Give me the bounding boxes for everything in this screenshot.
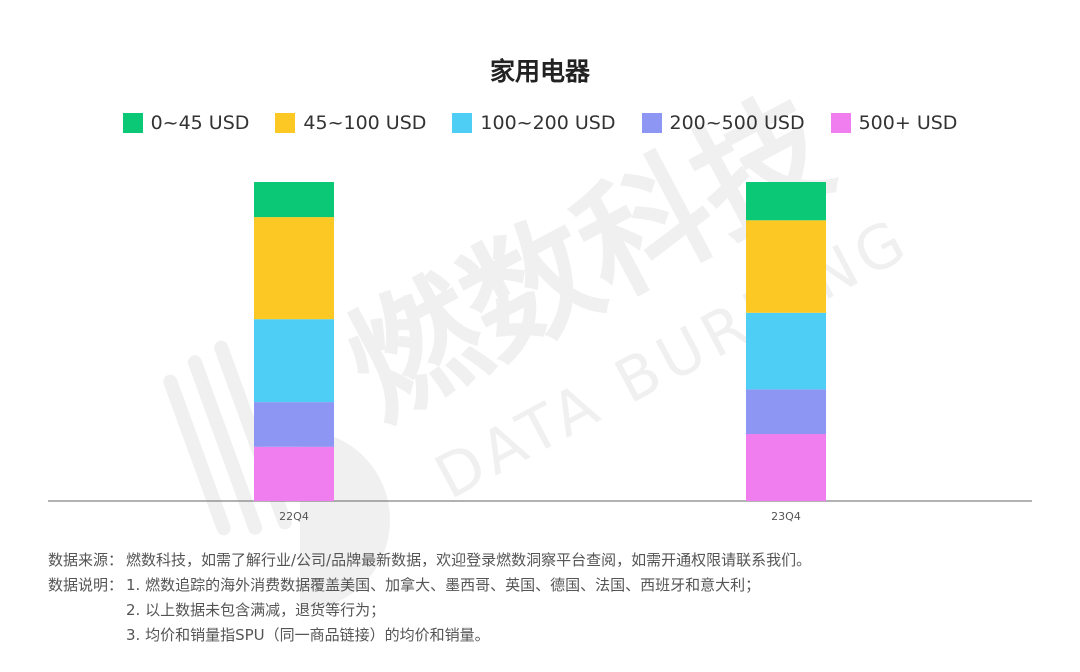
bar-segment-22Q4-2[interactable] <box>254 319 334 403</box>
chart-legend: 0~45 USD 45~100 USD 100~200 USD 200~500 USD… <box>0 112 1080 134</box>
bar-segment-23Q4-4[interactable] <box>746 434 826 501</box>
description-item-row: 2. 以上数据未包含满减，退货等行为； <box>48 598 1048 623</box>
bar-segment-22Q4-4[interactable] <box>254 446 334 501</box>
legend-item[interactable]: 0~45 USD <box>122 112 250 134</box>
bar-segment-22Q4-1[interactable] <box>254 217 334 320</box>
legend-swatch <box>641 113 662 133</box>
description-item: 2. 以上数据未包含满减，退货等行为； <box>126 601 386 619</box>
description-note: 数据说明： 1. 燃数追踪的海外消费数据覆盖美国、加拿大、墨西哥、英国、德国、法国… <box>48 573 1048 598</box>
description-item-row: 3. 均价和销量指SPU（同一商品链接）的均价和销量。 <box>48 623 1048 648</box>
bar-segment-23Q4-3[interactable] <box>746 389 826 435</box>
bar-segment-22Q4-0[interactable] <box>254 182 334 218</box>
legend-item[interactable]: 100~200 USD <box>452 112 616 134</box>
source-text: 燃数科技，如需了解行业/公司/品牌最新数据，欢迎登录燃数洞察平台查阅，如需开通权… <box>126 551 812 569</box>
legend-label: 100~200 USD <box>480 112 616 134</box>
legend-swatch <box>452 113 473 133</box>
bar-segment-22Q4-3[interactable] <box>254 402 334 447</box>
bar-segment-23Q4-0[interactable] <box>746 182 826 221</box>
source-note: 数据来源： 燃数科技，如需了解行业/公司/品牌最新数据，欢迎登录燃数洞察平台查阅，… <box>48 548 1048 573</box>
legend-item[interactable]: 500+ USD <box>830 112 958 134</box>
legend-label: 45~100 USD <box>303 112 427 134</box>
legend-item[interactable]: 45~100 USD <box>275 112 426 134</box>
legend-swatch <box>122 113 143 133</box>
legend-label: 200~500 USD <box>669 112 805 134</box>
description-label: 数据说明： <box>48 576 124 594</box>
legend-swatch <box>830 113 851 133</box>
legend-label: 0~45 USD <box>150 112 250 134</box>
bar-segment-23Q4-2[interactable] <box>746 312 826 390</box>
data-notes: 数据来源： 燃数科技，如需了解行业/公司/品牌最新数据，欢迎登录燃数洞察平台查阅，… <box>48 548 1048 648</box>
legend-label: 500+ USD <box>858 112 958 134</box>
description-item: 1. 燃数追踪的海外消费数据覆盖美国、加拿大、墨西哥、英国、德国、法国、西班牙和… <box>126 576 761 594</box>
source-label: 数据来源： <box>48 551 124 569</box>
legend-item[interactable]: 200~500 USD <box>641 112 805 134</box>
chart-title: 家用电器 <box>489 57 590 86</box>
bar-segment-23Q4-1[interactable] <box>746 220 826 313</box>
x-tick-label: 23Q4 <box>771 510 801 523</box>
legend-swatch <box>275 113 296 133</box>
description-item: 3. 均价和销量指SPU（同一商品链接）的均价和销量。 <box>126 626 490 644</box>
x-tick-label: 22Q4 <box>279 510 309 523</box>
stacked-bar-chart: 22Q4 23Q4 <box>48 182 1032 523</box>
